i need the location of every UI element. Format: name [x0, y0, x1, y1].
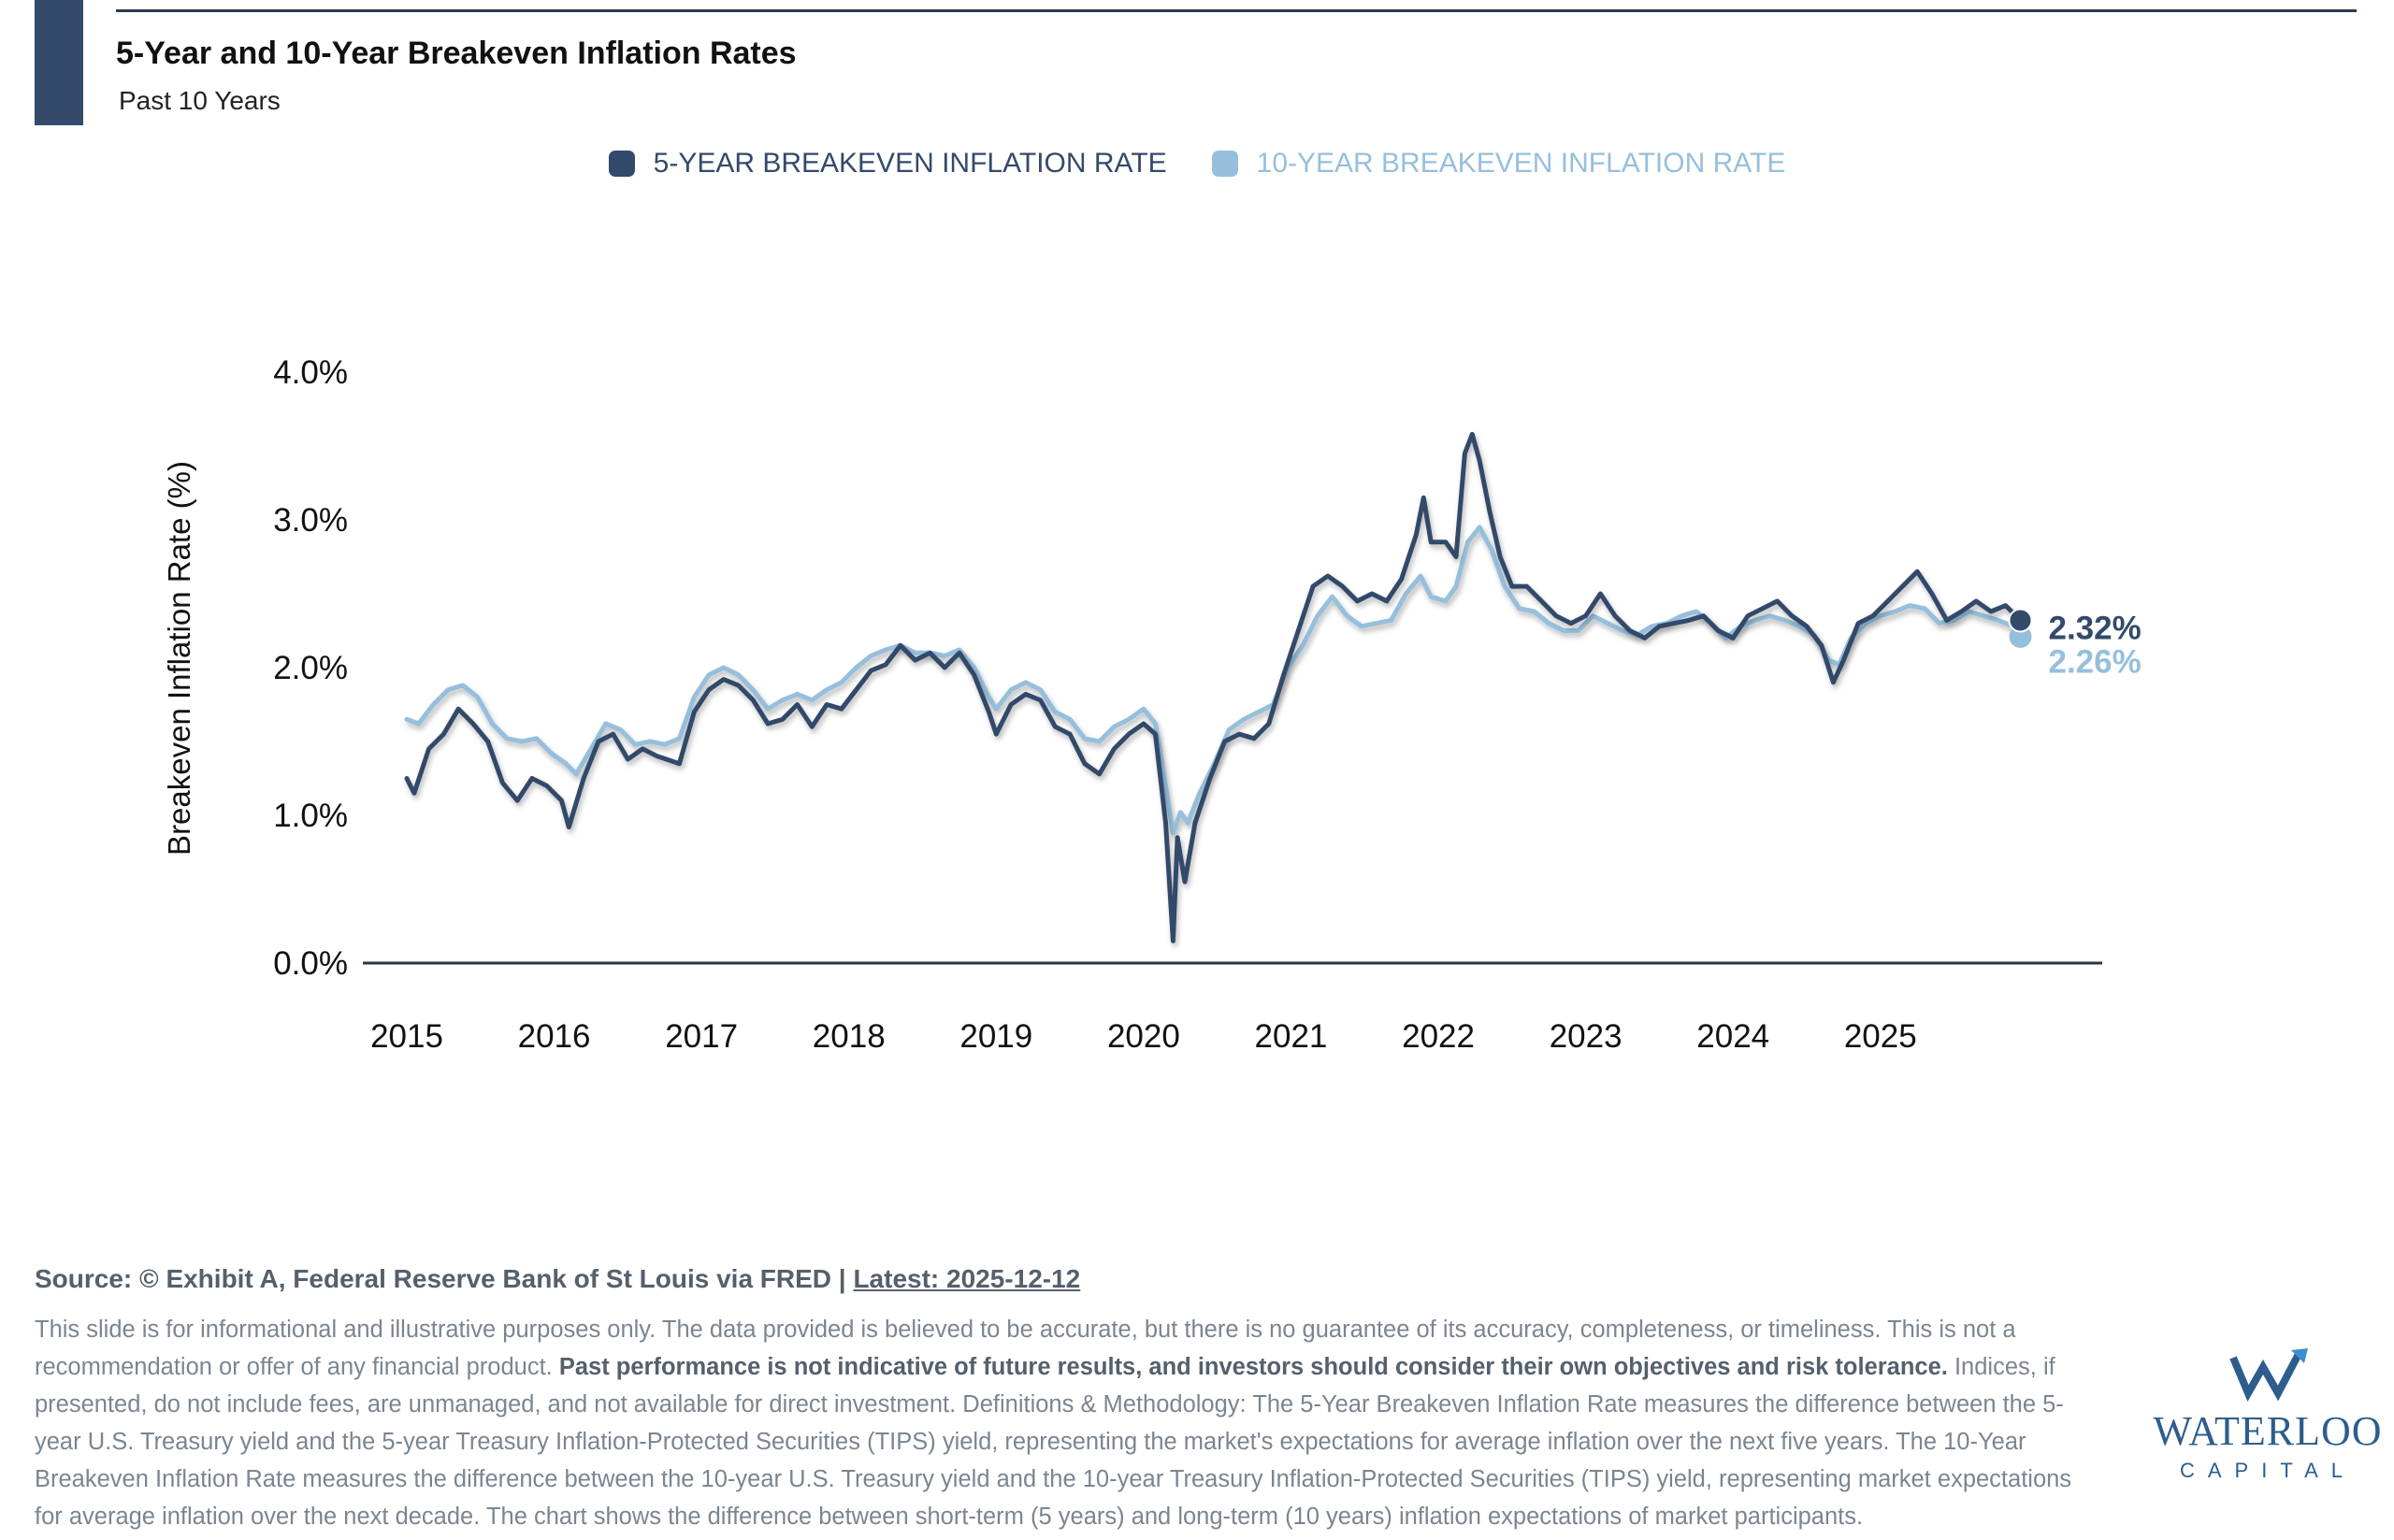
accent-bar — [35, 0, 83, 125]
end-label-5y: 2.32% — [2048, 610, 2141, 646]
disclaimer-text-2: Indices, if presented, do not include fe… — [35, 1354, 2072, 1530]
y-axis-label: Breakeven Inflation Rate (%) — [162, 461, 196, 856]
legend-item-10y: 10-YEAR BREAKEVEN INFLATION RATE — [1211, 148, 1786, 180]
legend-label-10y: 10-YEAR BREAKEVEN INFLATION RATE — [1256, 148, 1786, 179]
disclaimer-text-1: This slide is for informational and illu… — [35, 1317, 2016, 1380]
series-line-10y — [404, 525, 2023, 836]
legend: 5-YEAR BREAKEVEN INFLATION RATE 10-YEAR … — [0, 148, 2394, 180]
logo-w-icon — [2229, 1348, 2308, 1403]
company-logo: WATERLOO CAPITAL — [2151, 1346, 2385, 1483]
x-tick-label: 2021 — [1255, 1018, 1328, 1055]
end-marker-5y — [2008, 608, 2033, 633]
chart-subtitle: Past 10 Years — [119, 86, 281, 115]
y-tick-label: 1.0% — [273, 798, 348, 834]
legend-label-5y: 5-YEAR BREAKEVEN INFLATION RATE — [653, 148, 1167, 179]
logo-name: WATERLOO — [2153, 1408, 2383, 1454]
latest-date-link[interactable]: Latest: 2025-12-12 — [853, 1264, 1081, 1293]
top-rule — [116, 9, 2357, 12]
chart-title: 5-Year and 10-Year Breakeven Inflation R… — [116, 36, 797, 71]
legend-swatch-5y — [608, 151, 635, 177]
x-tick-label: 2024 — [1696, 1018, 1769, 1055]
source-text: Source: © Exhibit A, Federal Reserve Ban… — [35, 1264, 854, 1293]
x-tick-label: 2015 — [370, 1018, 443, 1055]
legend-swatch-10y — [1211, 151, 1238, 177]
y-tick-label: 3.0% — [273, 502, 348, 539]
x-tick-label: 2017 — [665, 1018, 738, 1055]
y-tick-label: 2.0% — [273, 650, 348, 686]
x-tick-label: 2022 — [1402, 1018, 1475, 1055]
legend-item-5y: 5-YEAR BREAKEVEN INFLATION RATE — [608, 148, 1167, 180]
disclaimer-bold: Past performance is not indicative of fu… — [558, 1354, 1948, 1380]
disclaimer: This slide is for informational and illu… — [35, 1311, 2092, 1535]
y-tick-label: 4.0% — [273, 354, 348, 391]
x-tick-label: 2019 — [959, 1018, 1032, 1055]
x-tick-label: 2025 — [1844, 1018, 1917, 1055]
x-tick-label: 2016 — [518, 1018, 591, 1055]
end-label-10y: 2.26% — [2048, 643, 2141, 680]
x-tick-label: 2018 — [813, 1018, 886, 1055]
series-line-5y — [404, 431, 2023, 943]
logo-sub: CAPITAL — [2179, 1459, 2357, 1482]
y-tick-label: 0.0% — [273, 945, 348, 982]
x-tick-label: 2020 — [1107, 1018, 1180, 1055]
x-tick-label: 2023 — [1550, 1018, 1622, 1055]
source-line: Source: © Exhibit A, Federal Reserve Ban… — [35, 1264, 1080, 1294]
